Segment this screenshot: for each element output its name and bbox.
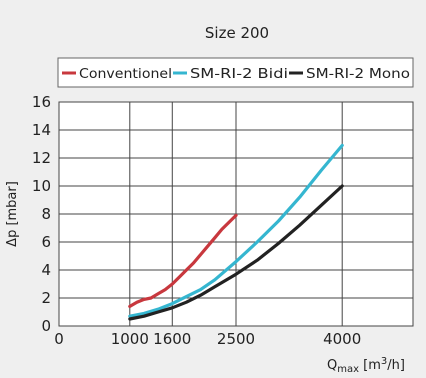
y-tick-label: 8 bbox=[41, 205, 51, 223]
x-axis-label-sub: max bbox=[337, 364, 359, 375]
chart-title: Size 200 bbox=[205, 24, 269, 42]
legend-label-3: SM-RI-2 Mono bbox=[306, 67, 410, 82]
x-tick-label: 2500 bbox=[217, 330, 255, 348]
series-lines bbox=[128, 143, 344, 321]
y-axis-label: Δp [mbar] bbox=[5, 181, 20, 247]
legend-label-1: Conventionel bbox=[79, 67, 172, 82]
series-line-3 bbox=[128, 184, 344, 321]
x-tick-label: 0 bbox=[54, 330, 64, 348]
x-axis-label-unit-end: /h] bbox=[387, 358, 405, 373]
x-tick-label: 1000 bbox=[111, 330, 149, 348]
x-axis-label-unit: [m bbox=[359, 358, 381, 373]
legend: Conventionel SM-RI-2 Bidi SM-RI-2 Mono bbox=[62, 67, 410, 82]
x-axis-label: Qmax [m3/h] bbox=[327, 356, 405, 375]
y-tick-label: 0 bbox=[41, 317, 51, 335]
y-tick-label: 2 bbox=[41, 289, 51, 307]
x-tick-label: 4000 bbox=[323, 330, 361, 348]
y-tick-label: 4 bbox=[41, 261, 51, 279]
y-tick-label: 14 bbox=[32, 121, 51, 139]
y-tick-label: 10 bbox=[32, 177, 51, 195]
y-tick-label: 6 bbox=[41, 233, 51, 251]
legend-box bbox=[57, 57, 414, 88]
legend-label-2: SM-RI-2 Bidi bbox=[190, 67, 288, 82]
x-tick-label: 1600 bbox=[153, 330, 191, 348]
x-axis-label-unit-sup: 3 bbox=[381, 356, 387, 367]
x-axis-label-main: Q bbox=[327, 358, 337, 373]
plot-frame bbox=[58, 101, 414, 327]
series-line-2 bbox=[128, 143, 344, 318]
y-tick-label: 12 bbox=[32, 149, 51, 167]
axis-tick-labels: 0 2 4 6 8 10 12 14 16 0 1000 1600 2500 4000 bbox=[32, 93, 361, 348]
series-line-1 bbox=[128, 213, 238, 308]
y-tick-label: 16 bbox=[32, 93, 51, 111]
